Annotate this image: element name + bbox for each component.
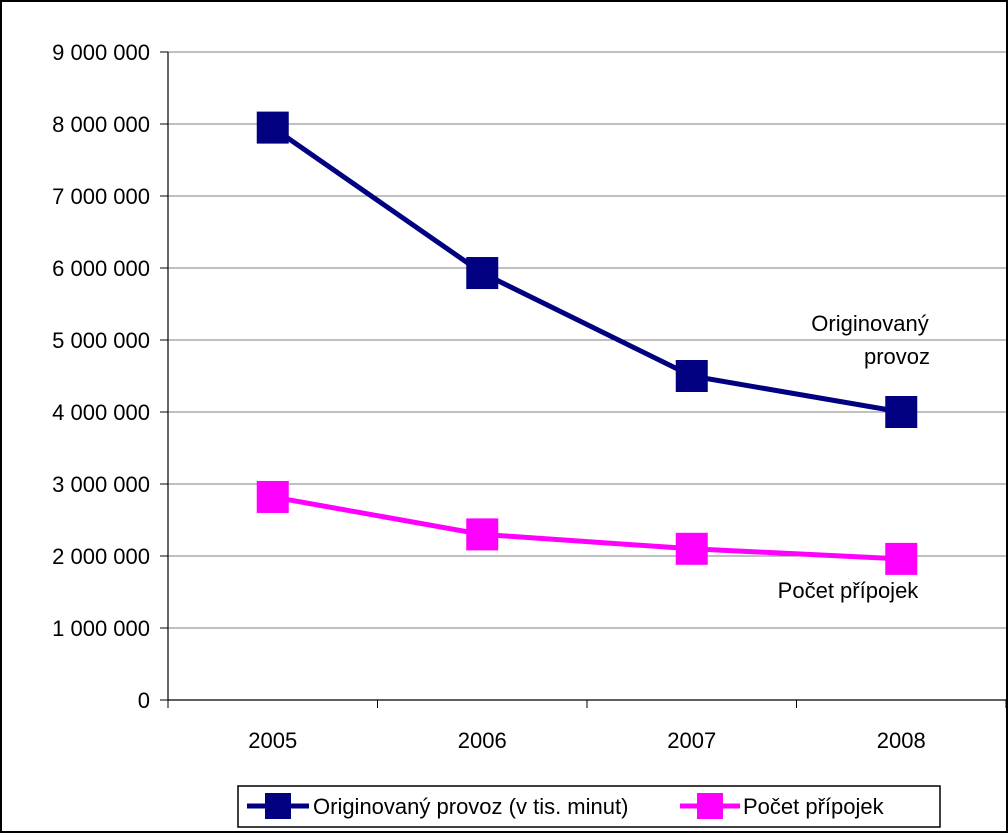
y-tick-label: 3 000 000 [52,472,150,497]
x-tick-labels: 2005 2006 2007 2008 [248,728,925,753]
data-point-marker [466,257,499,290]
gridlines [168,51,1006,629]
series-annotation-pocet: Počet přípojek [778,578,920,603]
series [256,111,918,575]
y-tick-label: 7 000 000 [52,184,150,209]
data-point-marker [885,542,918,575]
legend-label-pocet: Počet přípojek [743,794,885,819]
legend-box [237,785,941,828]
legend-marker-originovany [265,793,291,819]
y-tick-label: 0 [138,688,150,713]
legend: Originovaný provoz (v tis. minut) Počet … [237,785,941,828]
y-tick-label: 2 000 000 [52,544,150,569]
x-tick-label: 2007 [667,728,716,753]
data-point-marker [885,396,918,428]
x-tick-label: 2008 [877,728,926,753]
data-point-marker [256,480,289,513]
y-tick-label: 9 000 000 [52,40,150,65]
series-annotation-originovany-line2: provoz [864,344,930,369]
legend-label-originovany: Originovaný provoz (v tis. minut) [313,794,628,819]
data-point-marker [675,532,708,565]
series-0 [256,111,918,428]
x-tick-label: 2005 [248,728,297,753]
series-annotation-originovany-line1: Originovaný [811,311,928,336]
data-point-marker [675,360,708,392]
annotations: Originovaný provoz Počet přípojek [778,311,930,603]
y-tick-label: 4 000 000 [52,400,150,425]
x-tick-label: 2006 [458,728,507,753]
y-tick-label: 6 000 000 [52,256,150,281]
y-tick-label: 1 000 000 [52,616,150,641]
y-tick-label: 5 000 000 [52,328,150,353]
data-point-marker [256,111,289,144]
series-line [272,494,902,562]
series-line [271,125,902,415]
data-point-marker [466,518,499,551]
axes [160,51,1007,708]
legend-marker-pocet [697,793,723,819]
series-1 [256,480,918,575]
y-tick-labels: 0 1 000 000 2 000 000 3 000 000 4 000 000 5 0… [52,40,150,713]
y-tick-label: 8 000 000 [52,112,150,137]
